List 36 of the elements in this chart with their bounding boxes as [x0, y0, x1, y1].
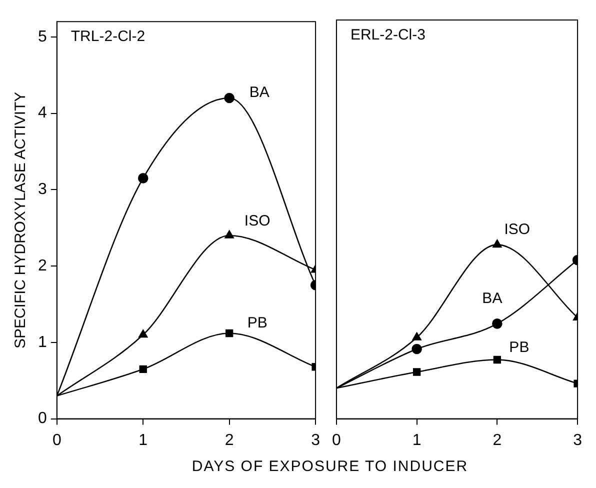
- point: [224, 92, 234, 104]
- x-axis-title: DAYS OF EXPOSURE TO INDUCER: [190, 458, 470, 475]
- point: [226, 329, 234, 338]
- point: [412, 368, 421, 376]
- point: [224, 230, 234, 238]
- x-tick-label: 2: [492, 432, 502, 449]
- y-tick-label: 2: [38, 257, 47, 274]
- y-axis-title: SPECIFIC HYDROXYLASE ACTIVITY: [12, 92, 30, 349]
- y-tick-label: 4: [38, 104, 47, 122]
- y-tick-label: 5: [38, 28, 47, 46]
- series-label: PB: [509, 338, 530, 356]
- point: [412, 344, 422, 354]
- series-label: ISO: [504, 220, 530, 238]
- x-tick-label: 0: [52, 432, 62, 449]
- x-tick-label: 1: [138, 432, 148, 449]
- x-tick-label: 0: [332, 432, 341, 449]
- point: [138, 330, 148, 338]
- series-label: ISO: [244, 212, 270, 230]
- point: [493, 356, 502, 364]
- text: TRL-2-Cl-2: [70, 28, 146, 46]
- series-label: BA: [482, 290, 502, 307]
- y-tick-label: 3: [38, 181, 47, 198]
- point: [139, 365, 147, 373]
- chart-title: ERL-2-Cl-3: [350, 26, 426, 44]
- x-tick-label: 3: [573, 432, 582, 449]
- x-tick-label: 2: [224, 432, 234, 449]
- x-tick-label: 1: [412, 432, 422, 449]
- y-tick-label: 1: [38, 334, 47, 351]
- y-tick-label: 0: [38, 410, 47, 428]
- point: [492, 240, 502, 248]
- series-label: PB: [247, 314, 268, 332]
- point: [492, 318, 502, 329]
- series-label: BA: [249, 84, 270, 102]
- point: [412, 332, 422, 340]
- x-tick-label: 3: [311, 432, 320, 449]
- point: [138, 173, 148, 184]
